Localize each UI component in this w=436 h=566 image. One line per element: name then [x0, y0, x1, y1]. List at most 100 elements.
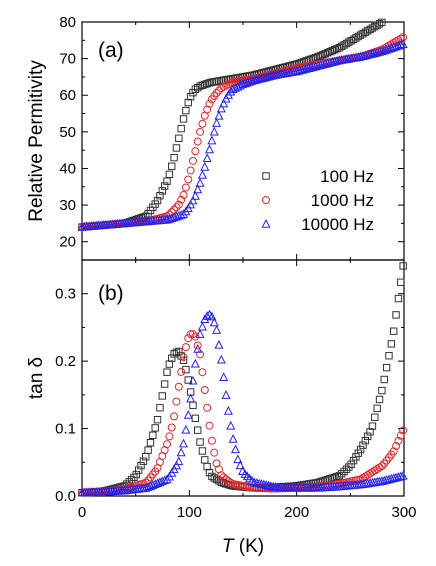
a-data-point — [156, 192, 164, 200]
b-data-point — [156, 404, 164, 412]
panel-a-label: (a) — [98, 39, 124, 62]
b-data-point — [210, 448, 219, 457]
b-data-point — [163, 440, 172, 449]
b-data-point — [160, 380, 169, 388]
a-data-point — [193, 137, 202, 146]
b-data-point — [375, 395, 384, 404]
b-data-point — [170, 412, 179, 421]
b-data-point — [235, 460, 245, 470]
b-data-point — [223, 405, 233, 415]
x-tick-label: 100 — [177, 504, 202, 521]
a-data-point — [158, 187, 166, 195]
b-data-point — [200, 386, 209, 395]
b-data-point — [139, 457, 148, 465]
b-data-point — [394, 294, 403, 303]
a-data-point — [394, 35, 403, 44]
b-data-point — [186, 393, 196, 403]
a-data-point — [191, 147, 200, 156]
b-data-point — [203, 403, 212, 412]
b-data-point — [179, 353, 188, 362]
b-data-point — [142, 453, 150, 461]
a-data-point — [321, 50, 329, 58]
b-data-point — [264, 480, 274, 490]
a-data-point — [392, 37, 401, 46]
b-data-point — [174, 456, 184, 466]
b-data-point — [256, 479, 266, 488]
a-data-point — [204, 144, 215, 154]
a-data-point — [214, 110, 224, 120]
b-data-point — [177, 367, 186, 376]
b-data-point — [181, 343, 190, 352]
a-data-point — [160, 182, 169, 190]
a-data-point — [330, 46, 339, 54]
a-data-point — [396, 39, 406, 49]
a-data-point — [196, 82, 204, 90]
legend: 100 Hz 1000 Hz 10000 Hz — [261, 167, 374, 234]
b-data-point — [371, 413, 379, 421]
a-data-point — [198, 119, 207, 128]
a-data-point — [197, 169, 207, 179]
panel-b-frame — [81, 259, 405, 497]
b-data-point — [349, 456, 358, 465]
b-data-point — [226, 420, 236, 430]
a-data-point — [398, 39, 408, 48]
b-data-point — [249, 477, 259, 487]
b-data-point — [132, 470, 141, 479]
b-ytick-label: 0.2 — [55, 353, 76, 370]
a-data-point — [175, 134, 183, 142]
b-data-point — [165, 432, 174, 441]
b-data-point — [149, 431, 157, 440]
b-data-point — [171, 460, 181, 470]
b-data-point — [207, 311, 217, 321]
b-data-point — [141, 478, 150, 487]
b-data-point — [266, 481, 276, 490]
x-axis-unit: (K) — [234, 536, 265, 557]
a-ytick-label: 20 — [59, 234, 76, 251]
a-data-point — [188, 156, 197, 165]
b-data-point — [176, 447, 186, 457]
a-ytick-label: 80 — [59, 14, 76, 31]
b-data-point — [338, 470, 346, 478]
b-data-point — [316, 478, 325, 486]
a-data-point — [205, 79, 214, 87]
b-data-point — [398, 470, 408, 480]
b-data-point — [378, 386, 386, 395]
a-data-point — [194, 83, 202, 92]
b-data-point — [233, 454, 243, 464]
b-data-point — [230, 444, 241, 454]
x-tick-label: 300 — [391, 504, 416, 521]
b-data-point — [380, 375, 388, 384]
a-data-point — [177, 195, 186, 204]
a-data-point — [207, 135, 217, 145]
x-tick-label: 200 — [284, 504, 309, 521]
panel-a-ylabel: Relative Permitivity — [26, 60, 47, 222]
b-data-point — [153, 415, 162, 424]
b-data-point — [397, 278, 405, 286]
a-ytick-label: 70 — [59, 51, 76, 68]
b-ytick-label: 0.1 — [55, 421, 76, 438]
b-data-point — [366, 428, 374, 436]
b-data-point — [205, 468, 214, 477]
a-data-point — [333, 45, 341, 53]
b-data-point — [219, 372, 229, 382]
a-data-point — [179, 190, 188, 199]
a-data-point — [212, 88, 221, 97]
b-data-point — [373, 404, 381, 413]
b-data-point — [385, 352, 393, 360]
legend-marker — [262, 196, 270, 204]
b-data-point — [202, 311, 212, 320]
panel-a-points — [77, 18, 408, 232]
a-data-point — [184, 98, 192, 107]
b-data-point — [221, 390, 231, 399]
x-axis-title: T (K) — [222, 536, 264, 557]
b-data-point — [193, 341, 202, 350]
b-data-point — [184, 334, 193, 343]
b-data-point — [368, 422, 377, 430]
a-data-point — [375, 20, 384, 28]
a-data-point — [167, 208, 176, 217]
b-data-point — [252, 478, 262, 487]
legend-marker — [262, 172, 270, 180]
b-data-point — [352, 453, 360, 461]
